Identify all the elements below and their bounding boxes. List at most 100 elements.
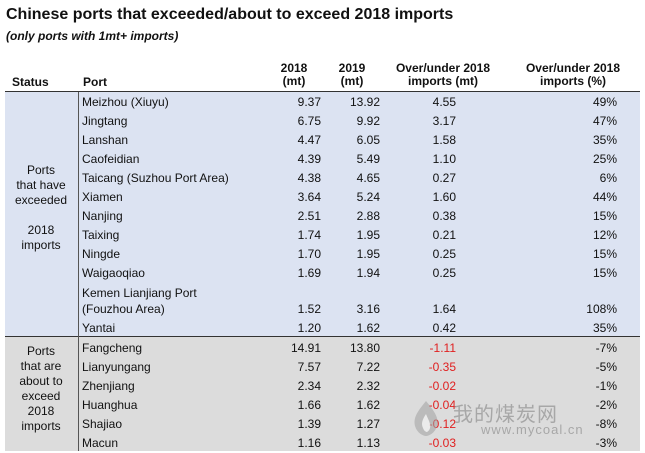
value-2018-cell: 6.75 xyxy=(297,114,321,128)
value-2018-cell: 7.57 xyxy=(297,360,321,374)
status-exceeded: Ports that have exceeded 2018 imports xyxy=(14,163,68,252)
value-2019-cell: 3.16 xyxy=(356,302,380,316)
over-under-pct-cell: 15% xyxy=(592,266,617,280)
group-exceeded-band xyxy=(5,92,640,336)
port-cell: Yantai xyxy=(82,321,116,335)
over-under-pct-cell: 35% xyxy=(592,321,617,335)
group-divider xyxy=(5,336,640,337)
over-under-mt-cell: 0.21 xyxy=(432,228,456,242)
value-2019-cell: 7.22 xyxy=(356,360,380,374)
table-row: Ningde 1.70 1.95 0.25 15% xyxy=(5,245,640,264)
value-2019-cell: 1.62 xyxy=(356,398,380,412)
group-about-band xyxy=(5,337,640,451)
watermark-url: www.mycoal.cn xyxy=(481,422,584,437)
port-cell: Caofeidian xyxy=(82,152,140,166)
over-under-mt-cell: 1.60 xyxy=(432,190,456,204)
value-2018-cell: 3.64 xyxy=(297,190,321,204)
value-2018-cell: 1.39 xyxy=(297,417,321,431)
over-under-mt-cell: 0.38 xyxy=(432,209,456,223)
port-cell: Zhenjiang xyxy=(82,379,135,393)
port-cell: Macun xyxy=(82,436,119,450)
over-under-mt-cell: 0.42 xyxy=(432,321,456,335)
over-under-pct-cell: -8% xyxy=(595,417,617,431)
over-under-mt-cell: -0.35 xyxy=(428,360,456,374)
coal-logo-icon xyxy=(414,401,438,436)
table-row: Taicang (Suzhou Port Area) 4.38 4.65 0.27 6% xyxy=(5,169,640,188)
over-under-mt-cell: 0.25 xyxy=(432,247,456,261)
table-row: Huanghua 1.66 1.62 -0.04 -2% xyxy=(5,396,640,415)
header-port: Port xyxy=(83,75,107,89)
value-2019-cell: 13.80 xyxy=(349,341,380,355)
port-cell: Xiamen xyxy=(82,190,123,204)
status-column-divider xyxy=(78,92,79,451)
value-2018-cell: 14.91 xyxy=(290,341,321,355)
port-cell: Taicang (Suzhou Port Area) xyxy=(82,171,229,185)
value-2019-cell: 6.05 xyxy=(356,133,380,147)
header-rule xyxy=(5,91,640,92)
header-over-under-pct: Over/under 2018 imports (%) xyxy=(525,61,621,88)
table-row: Lanshan 4.47 6.05 1.58 35% xyxy=(5,131,640,150)
over-under-pct-cell: 44% xyxy=(592,190,617,204)
over-under-pct-cell: -3% xyxy=(595,436,617,450)
value-2018-cell: 2.34 xyxy=(297,379,321,393)
value-2018-cell: 2.51 xyxy=(297,209,321,223)
port-cell: Waigaoqiao xyxy=(82,266,145,280)
over-under-mt-cell: 0.25 xyxy=(432,266,456,280)
value-2019-cell: 1.95 xyxy=(356,247,380,261)
value-2018-cell: 1.74 xyxy=(297,228,321,242)
over-under-mt-cell: -0.02 xyxy=(428,379,456,393)
value-2019-cell: 1.27 xyxy=(356,417,380,431)
over-under-pct-cell: -1% xyxy=(595,379,617,393)
watermark-text: 我的煤炭网 xyxy=(453,404,558,426)
value-2018-cell: 1.16 xyxy=(297,436,321,450)
table-row: Shajiao 1.39 1.27 -0.12 -8% xyxy=(5,415,640,434)
over-under-pct-cell: 25% xyxy=(592,152,617,166)
over-under-mt-cell: 4.55 xyxy=(432,95,456,109)
over-under-pct-cell: 47% xyxy=(592,114,617,128)
table-row: Nanjing 2.51 2.88 0.38 15% xyxy=(5,207,640,226)
port-cell: Huanghua xyxy=(82,398,138,412)
value-2019-cell: 1.94 xyxy=(356,266,380,280)
port-cell: Meizhou (Xiuyu) xyxy=(82,95,169,109)
value-2018-cell: 1.20 xyxy=(297,321,321,335)
port-cell: Taixing xyxy=(82,228,120,242)
header-status: Status xyxy=(12,75,49,89)
value-2018-cell: 1.69 xyxy=(297,266,321,280)
port-cell: Lanshan xyxy=(82,133,129,147)
table-row: Macun 1.16 1.13 -0.03 -3% xyxy=(5,434,640,453)
over-under-mt-cell: 1.10 xyxy=(432,152,456,166)
table-title: Chinese ports that exceeded/about to exc… xyxy=(6,6,454,23)
table-row: Waigaoqiao 1.69 1.94 0.25 15% xyxy=(5,264,640,283)
value-2018-cell: 4.38 xyxy=(297,171,321,185)
table-row: Jingtang 6.75 9.92 3.17 47% xyxy=(5,112,640,131)
value-2019-cell: 2.32 xyxy=(356,379,380,393)
value-2019-cell: 1.62 xyxy=(356,321,380,335)
value-2018-cell: 9.37 xyxy=(297,95,321,109)
over-under-mt-cell: 0.27 xyxy=(432,171,456,185)
header-2018: 2018 (mt) xyxy=(280,61,308,88)
port-cell: Lianyungang xyxy=(82,360,151,374)
over-under-mt-cell: 1.64 xyxy=(432,302,456,316)
header-over-under-mt: Over/under 2018 imports (mt) xyxy=(395,61,491,88)
value-2019-cell: 1.95 xyxy=(356,228,380,242)
value-2019-cell: 13.92 xyxy=(349,95,380,109)
port-cell: Jingtang xyxy=(82,114,128,128)
over-under-mt-cell: 1.58 xyxy=(432,133,456,147)
header-2019: 2019 (mt) xyxy=(338,61,366,88)
over-under-pct-cell: 6% xyxy=(599,171,617,185)
port-cell: Kemen Lianjiang Port (Fouzhou Area) xyxy=(82,286,197,316)
value-2019-cell: 2.88 xyxy=(356,209,380,223)
table-row: Caofeidian 4.39 5.49 1.10 25% xyxy=(5,150,640,169)
value-2018-cell: 4.47 xyxy=(297,133,321,147)
port-cell: Nanjing xyxy=(82,209,123,223)
value-2019-cell: 5.24 xyxy=(356,190,380,204)
over-under-pct-cell: 35% xyxy=(592,133,617,147)
value-2019-cell: 4.65 xyxy=(356,171,380,185)
over-under-pct-cell: -5% xyxy=(595,360,617,374)
over-under-mt-cell: -0.04 xyxy=(428,398,456,412)
table-row: Zhenjiang 2.34 2.32 -0.02 -1% xyxy=(5,377,640,396)
status-about-to-exceed: Ports that are about to exceed 2018 impo… xyxy=(19,344,63,433)
value-2018-cell: 4.39 xyxy=(297,152,321,166)
table-row: Xiamen 3.64 5.24 1.60 44% xyxy=(5,188,640,207)
over-under-mt-cell: -0.03 xyxy=(428,436,456,450)
